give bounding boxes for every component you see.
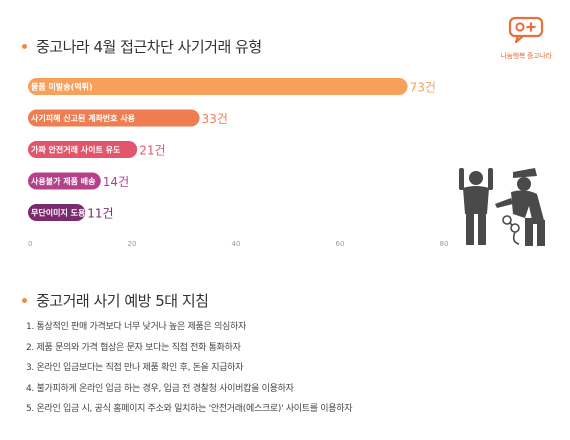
x-tick-label: 80 [440, 240, 449, 248]
x-tick-label: 40 [232, 240, 241, 248]
bar-value-label: 73건 [410, 81, 436, 95]
x-tick-label: 60 [336, 240, 345, 248]
tip-item: 1. 통상적인 판매 가격보다 너무 낮거나 높은 제품은 의심하자 [26, 322, 246, 332]
x-tick-label: 0 [28, 240, 32, 248]
bar-value-label: 33건 [202, 112, 228, 126]
tip-item: 3. 온라인 입금보다는 직접 만나 제품 확인 후, 돈을 지급하자 [26, 363, 244, 374]
x-tick-label: 20 [128, 240, 137, 248]
chart-title-text: 중고나라 4월 접근차단 사기거래 유형 [36, 38, 262, 56]
bar-2 [28, 141, 138, 158]
bar-3 [28, 172, 101, 190]
tip-item: 5. 온라인 입금 시, 공식 홈페이지 주소와 일치하는 '안전거래(에스크로… [26, 404, 353, 415]
police-arrest-icon [459, 168, 545, 246]
chart-section-title: 중고나라 4월 접근차단 사기거래 유형 [22, 36, 262, 57]
bullet-dot [22, 298, 27, 303]
bar-0 [28, 78, 408, 95]
bar-category-label: 무단이미지 도용 [31, 208, 86, 218]
tips-list: 1. 통상적인 판매 가격보다 너무 낮거나 높은 제품은 의심하자 2. 제품… [26, 317, 353, 420]
brand-logo: 나눔행복 중고나라 [498, 16, 554, 61]
tip-item: 2. 제품 문의와 가격 협상은 문자 보다는 직접 전화 통화하자 [26, 342, 241, 353]
bar-value-label: 14건 [103, 175, 129, 189]
bar-value-label: 11건 [87, 207, 113, 221]
tip-item: 4. 불가피하게 온라인 입금 하는 경우, 입금 전 경찰청 사이버캅을 이용… [26, 383, 294, 394]
bullet-dot [22, 44, 27, 49]
bar-4 [28, 204, 86, 221]
bar-category-label: 가짜 안전거래 사이트 유도 [31, 145, 121, 155]
bar-1 [28, 109, 200, 127]
bar-category-label: 사용불가 제품 배송 [31, 176, 96, 186]
tips-title-text: 중고거래 사기 예방 5대 지침 [36, 292, 209, 310]
chat-bubble-plus-icon [508, 16, 544, 44]
bar-category-label: 물품 미발송(먹튀) [31, 82, 93, 92]
tips-section-title: 중고거래 사기 예방 5대 지침 [22, 290, 209, 311]
bar-value-label: 21건 [139, 144, 165, 158]
brand-logo-text: 나눔행복 중고나라 [500, 52, 552, 60]
bar-category-label: 사기피해 신고된 계좌번호 사용 [31, 113, 136, 123]
